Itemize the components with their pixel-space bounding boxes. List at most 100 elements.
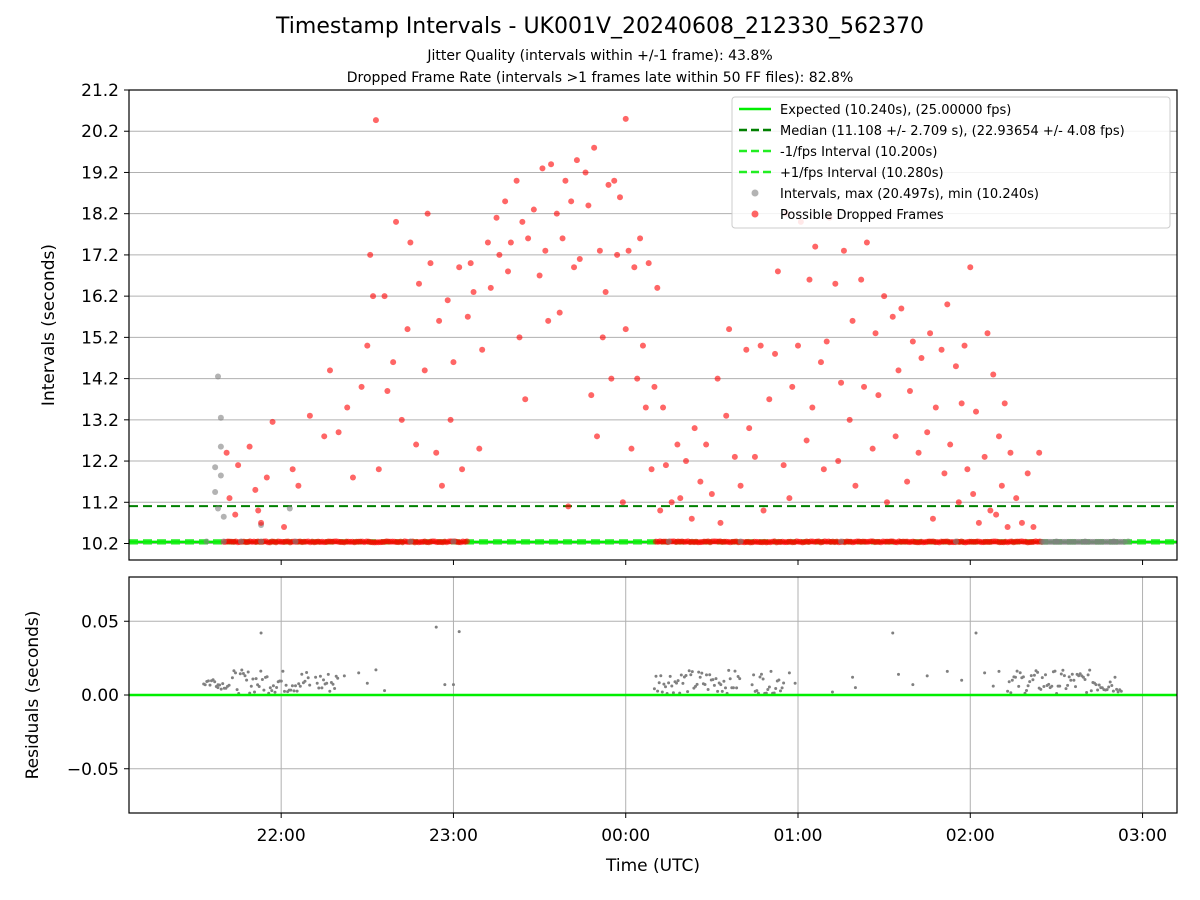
dropped-frame-point xyxy=(611,177,618,184)
dropped-frame-point xyxy=(861,383,868,390)
residual-point xyxy=(434,625,438,629)
residual-point xyxy=(983,671,987,675)
residual-point xyxy=(1053,669,1057,673)
dropped-frame-point xyxy=(306,412,313,419)
dropped-frame-point xyxy=(525,235,532,242)
dropped-frame-point xyxy=(909,338,916,345)
dropped-frame-point xyxy=(223,449,230,456)
residual-point xyxy=(687,669,691,673)
residual-point xyxy=(716,689,720,693)
residual-point xyxy=(213,680,217,684)
residual-point xyxy=(703,683,707,686)
residual-point xyxy=(308,683,312,687)
legend-marker-swatch xyxy=(751,189,759,197)
dropped-frame-point xyxy=(786,495,793,502)
residual-point xyxy=(681,681,685,685)
residual-point xyxy=(1006,689,1010,693)
dropped-frame-point xyxy=(295,482,302,489)
residual-point xyxy=(667,681,671,685)
dropped-frame-point xyxy=(708,491,715,498)
residual-point xyxy=(1069,678,1073,682)
residual-point xyxy=(706,688,710,691)
dropped-frame-point xyxy=(915,449,922,456)
dropped-frame-point xyxy=(252,486,259,493)
dropped-frame-point xyxy=(326,367,333,374)
dropped-frame-point xyxy=(384,387,391,394)
interval-point xyxy=(217,414,224,421)
residual-point xyxy=(1059,672,1063,676)
dropped-frame-point xyxy=(559,235,566,242)
dropped-frame-point xyxy=(258,519,265,526)
dropped-frame-point xyxy=(746,425,753,432)
dropped-frame-point xyxy=(1013,495,1020,502)
residual-point xyxy=(752,673,756,677)
dropped-frame-point xyxy=(464,313,471,320)
residual-point xyxy=(284,683,288,687)
x-tick-label: 22:00 xyxy=(257,826,306,846)
dropped-frame-point xyxy=(904,478,911,485)
residual-point xyxy=(216,686,220,690)
residual-point xyxy=(1088,668,1092,672)
residual-point xyxy=(290,684,294,688)
residual-point xyxy=(230,676,234,680)
dropped-frame-point xyxy=(553,210,560,217)
residual-point xyxy=(676,679,680,683)
interval-point xyxy=(237,538,244,545)
residual-point xyxy=(779,689,782,693)
dropped-frame-point xyxy=(463,538,470,545)
dropped-frame-point xyxy=(697,478,704,485)
residual-point xyxy=(708,673,712,677)
dropped-frame-point xyxy=(519,218,526,225)
residual-point xyxy=(1044,673,1047,677)
residual-point xyxy=(1115,687,1119,691)
residual-point xyxy=(297,682,301,686)
residual-point xyxy=(1040,676,1044,680)
top-y-axis-label: Intervals (seconds) xyxy=(39,244,59,406)
residual-point xyxy=(322,678,325,682)
dropped-frame-point xyxy=(981,453,988,460)
residual-point xyxy=(298,684,302,688)
residual-point xyxy=(238,672,242,676)
dropped-frame-point xyxy=(743,346,750,353)
x-tick-label: 00:00 xyxy=(601,826,650,846)
residual-point xyxy=(1070,672,1074,676)
residual-point xyxy=(777,678,781,682)
dropped-frame-point xyxy=(289,466,296,473)
interval-point xyxy=(217,443,224,450)
dropped-frame-point xyxy=(1036,449,1043,456)
legend-box xyxy=(731,96,1171,229)
dropped-frame-point xyxy=(444,297,451,304)
dropped-frame-point xyxy=(608,375,615,382)
dropped-frame-point xyxy=(269,418,276,425)
residual-point xyxy=(203,683,207,687)
residual-point xyxy=(219,687,223,691)
residual-point xyxy=(997,669,1001,673)
top-y-tick-label: 13.2 xyxy=(81,411,119,431)
dropped-frame-point xyxy=(447,416,454,423)
residual-point xyxy=(671,691,675,695)
residual-point xyxy=(271,684,275,688)
interval-point xyxy=(217,472,224,479)
residual-point xyxy=(1050,684,1054,688)
dropped-frame-point xyxy=(932,404,939,411)
residual-point xyxy=(245,678,249,682)
residual-point xyxy=(891,631,895,635)
residual-point xyxy=(1078,672,1082,676)
residual-point xyxy=(314,675,318,679)
residual-point xyxy=(306,676,310,680)
interval-point xyxy=(1053,538,1060,545)
dropped-frame-point xyxy=(1018,519,1025,526)
legend-marker-swatch xyxy=(751,210,759,218)
dropped-frame-point xyxy=(438,482,445,489)
dropped-frame-point xyxy=(809,404,816,411)
residual-point xyxy=(221,682,225,686)
residual-point xyxy=(1094,683,1098,687)
x-tick-label: 23:00 xyxy=(429,826,478,846)
dropped-frame-point xyxy=(958,400,965,407)
residual-point xyxy=(719,683,723,687)
dropped-frame-point xyxy=(375,466,382,473)
residual-point xyxy=(1067,675,1071,679)
dropped-frame-point xyxy=(556,309,563,316)
dropped-frame-point xyxy=(433,449,440,456)
